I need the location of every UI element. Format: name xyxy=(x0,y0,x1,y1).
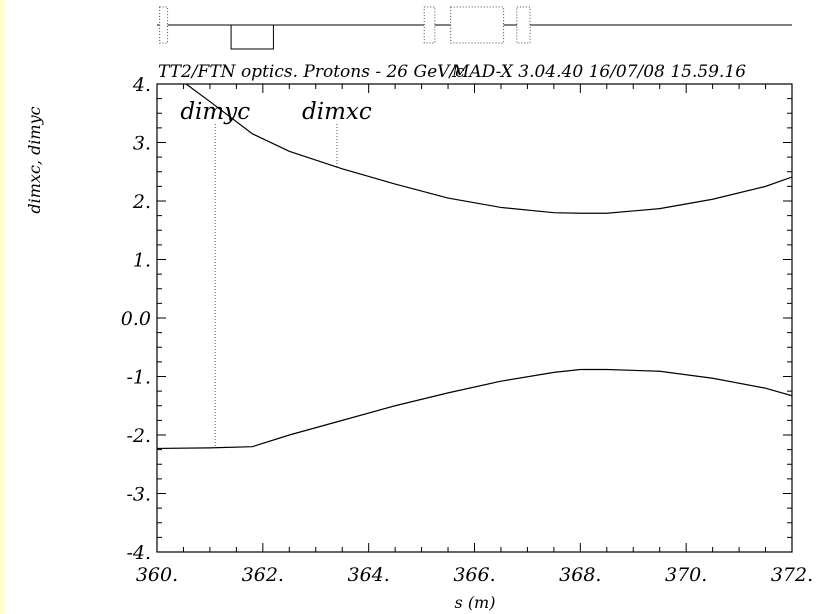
series-labels: dimyc dimxc xyxy=(180,99,372,125)
y-tick-label: 0.0 xyxy=(121,308,151,330)
x-tick-label: 370. xyxy=(665,564,707,586)
y-tick-label: 2. xyxy=(132,191,151,213)
x-tick-label: 360. xyxy=(136,564,178,586)
strip-element-dotted xyxy=(423,6,436,44)
y-axis-label: dimxc, dimyc xyxy=(25,106,44,213)
plot-frame xyxy=(156,83,793,553)
y-tick-label: -2. xyxy=(126,425,151,447)
axes: 360. 362. 364. 366. 368. 370. 372. 4. 3. 2. 1. 0.0 -… xyxy=(121,74,813,586)
left-frame-strip xyxy=(0,0,5,614)
x-tick-label: 368. xyxy=(559,564,601,586)
series-label-markers xyxy=(214,124,338,448)
series-line-dimyc xyxy=(185,84,792,214)
y-tick-label: 1. xyxy=(133,250,151,272)
chart-subtitle: MAD-X 3.04.40 16/07/08 15.59.16 xyxy=(451,62,746,82)
element-layout-strip xyxy=(157,6,792,50)
y-tick-label: -1. xyxy=(126,367,151,389)
series-lines xyxy=(157,84,792,450)
y-tick-label: -4. xyxy=(126,542,151,564)
series-label-dimxc: dimxc xyxy=(302,99,372,125)
strip-element-dotted xyxy=(450,6,505,44)
series-line-dimxc xyxy=(157,368,792,450)
x-axis-label: s (m) xyxy=(455,593,496,612)
strip-element-dotted xyxy=(159,6,169,44)
x-tick-label: 364. xyxy=(348,564,390,586)
y-tick-label: -3. xyxy=(126,484,151,506)
x-tick-label: 362. xyxy=(242,564,284,586)
x-tick-label: 372. xyxy=(771,564,813,586)
strip-element-dotted xyxy=(516,6,531,44)
y-tick-label: 4. xyxy=(132,74,151,96)
chart-title: TT2/FTN optics. Protons - 26 GeV/c xyxy=(158,62,465,82)
x-tick-label: 366. xyxy=(453,564,495,586)
series-label-dimyc: dimyc xyxy=(180,99,250,125)
y-tick-label: 3. xyxy=(133,133,151,155)
strip-element-box xyxy=(230,24,274,50)
